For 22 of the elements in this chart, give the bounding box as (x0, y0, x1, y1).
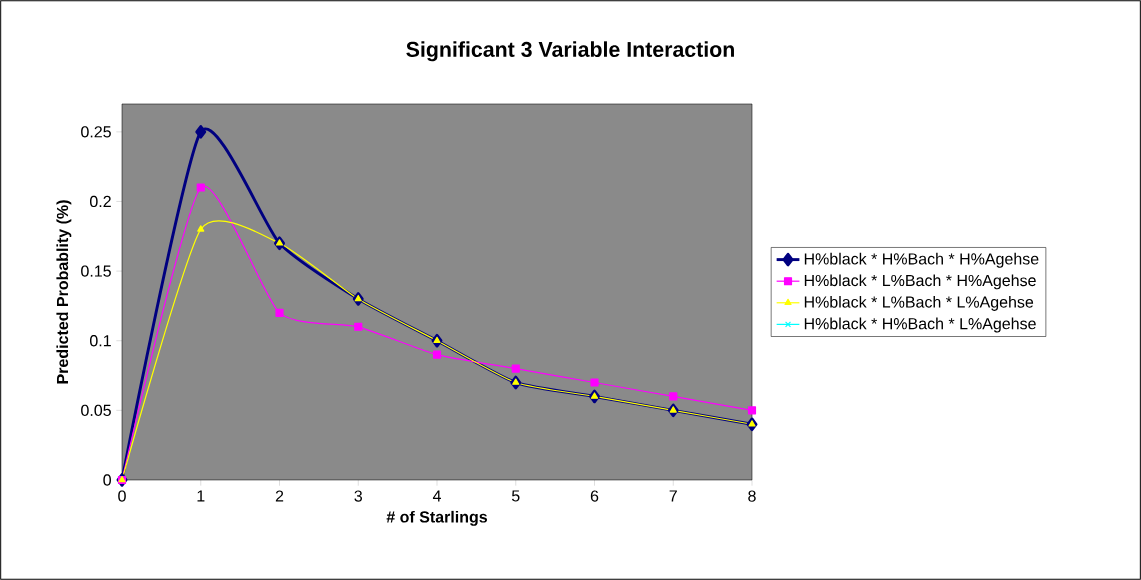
x-tick-label: 1 (197, 490, 205, 502)
x-tick-label: 7 (669, 490, 677, 502)
x-tick-label: 6 (590, 490, 599, 502)
legend-label: H%black * H%Bach * H%Agehse (804, 252, 1039, 268)
legend-label: H%black * L%Bach * L%Agehse (804, 296, 1034, 311)
y-tick-label: 0.2 (89, 195, 111, 208)
y-tick-label: 0.25 (81, 126, 111, 138)
x-tick-label: 0 (118, 490, 126, 502)
y-tick-label: 0.1 (89, 335, 111, 347)
y-axis-title: Predicted Probablity (%) (56, 200, 72, 384)
y-tick-label: 0.05 (81, 404, 111, 417)
y-tick-label: 0 (103, 474, 111, 486)
x-tick-label: 2 (275, 490, 284, 502)
x-tick-label: 5 (511, 490, 520, 502)
x-tick-label: 4 (432, 490, 441, 502)
legend-label: H%black * L%Bach * H%Agehse (804, 274, 1036, 290)
x-tick-label: 3 (354, 490, 362, 502)
y-tick-label: 0.15 (81, 265, 111, 277)
legend-label: H%black * H%Bach * L%Agehse (804, 317, 1036, 333)
x-tick-label: 8 (748, 490, 756, 502)
x-axis-title: # of Starlings (386, 510, 488, 526)
chart-title: Significant 3 Variable Interaction (406, 41, 734, 62)
